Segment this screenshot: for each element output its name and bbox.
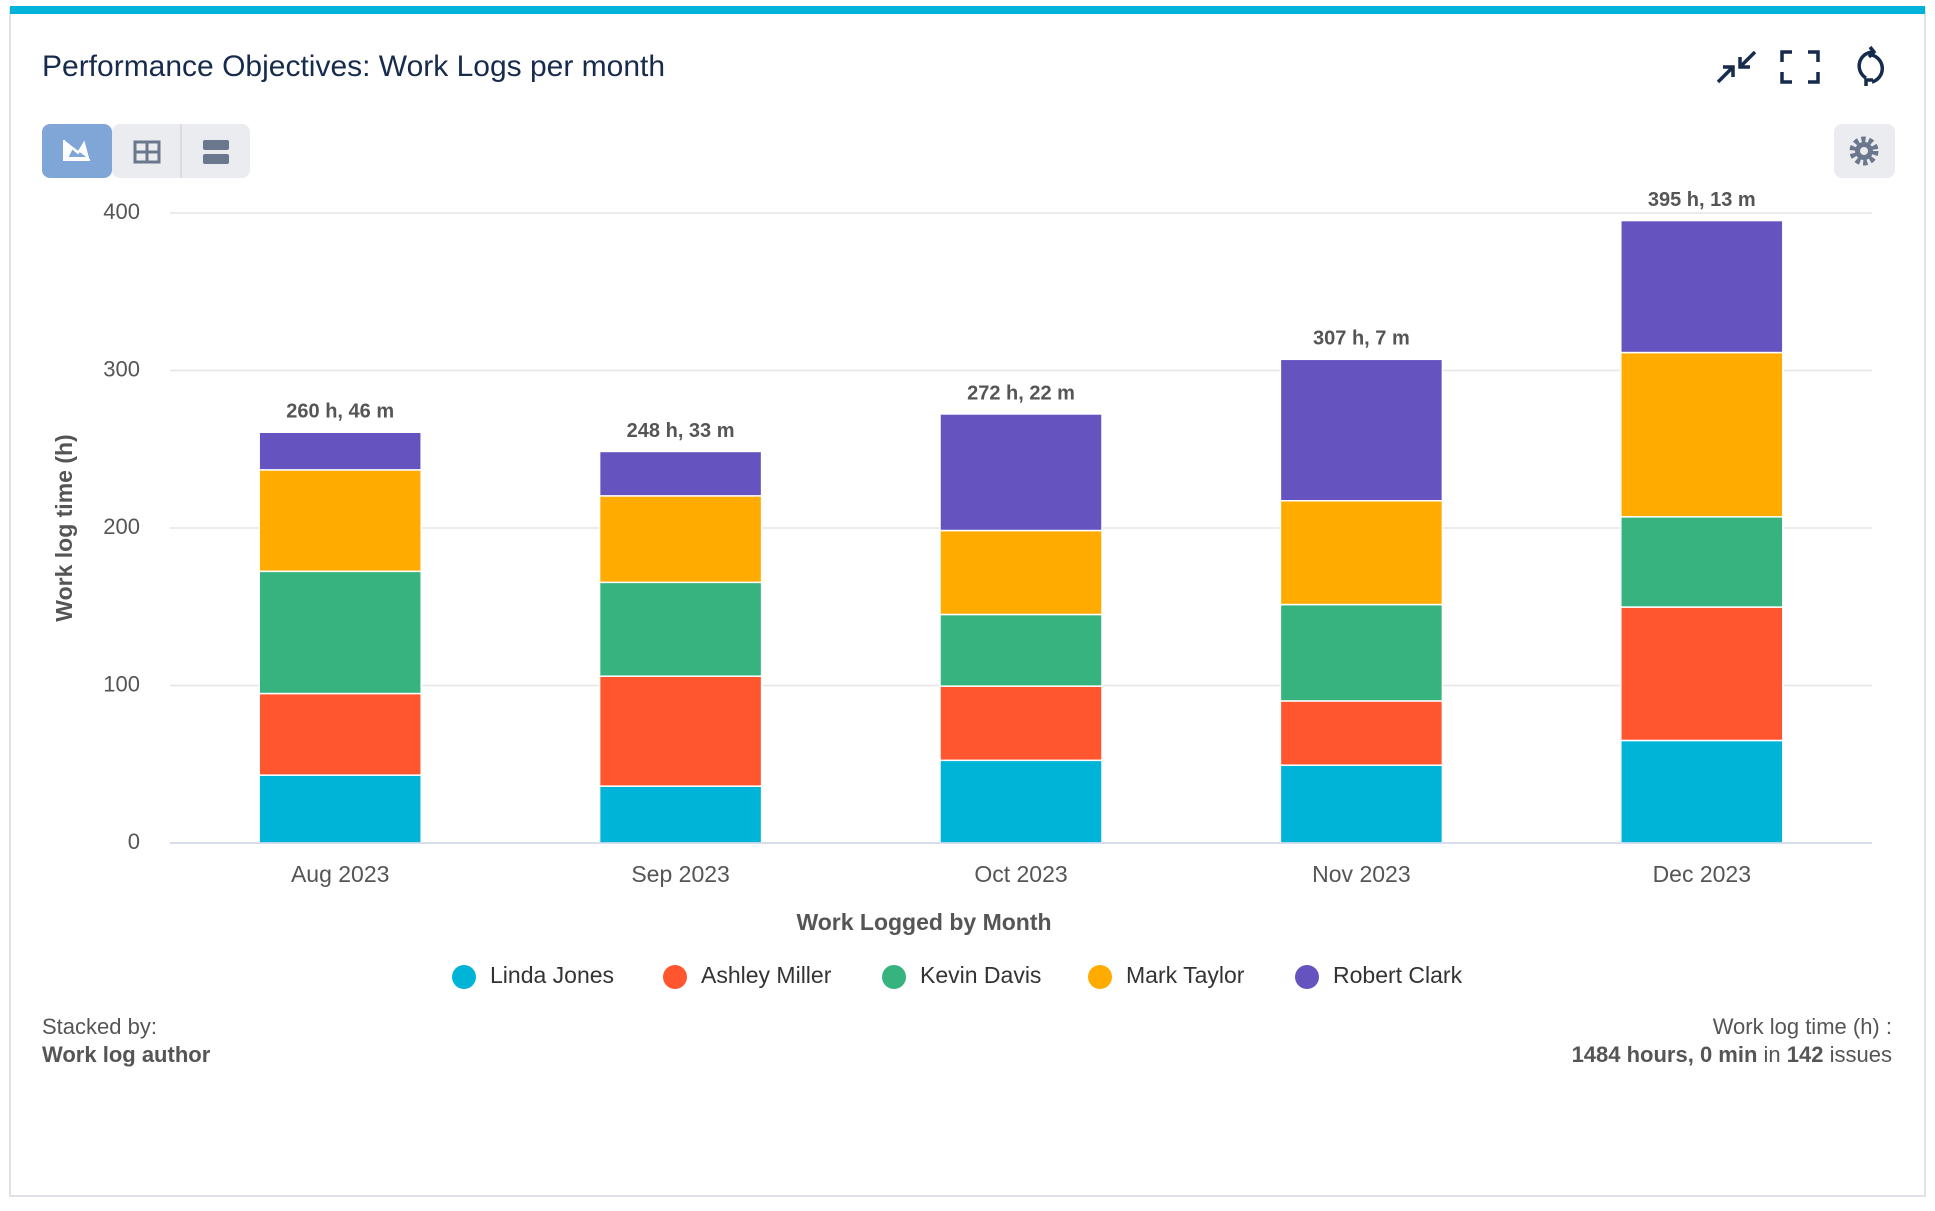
bar-segment	[939, 529, 1103, 616]
y-axis-title: Work log time (h)	[51, 434, 77, 621]
summary: 1484 hours, 0 min in 142 issues	[1572, 1042, 1892, 1067]
legend-label: Linda Jones	[490, 962, 614, 988]
bar-segment	[1620, 351, 1784, 518]
refresh-button[interactable]	[1857, 45, 1885, 86]
total-label: 248 h, 33 m	[627, 420, 735, 442]
y-tick-label: 0	[128, 829, 140, 854]
legend-marker	[1088, 965, 1112, 989]
bar-segment	[1279, 500, 1444, 606]
summary-hours: 1484 hours, 0 min	[1572, 1042, 1758, 1067]
summary-issues: issues	[1830, 1042, 1892, 1067]
bar-segment	[1279, 603, 1444, 702]
bar-segment	[258, 774, 422, 844]
bar-segment	[1620, 219, 1784, 354]
summary-in: in	[1764, 1042, 1781, 1067]
summary-count: 142	[1787, 1042, 1824, 1067]
bar-segment	[258, 431, 422, 471]
x-tick-label: Sep 2023	[631, 861, 729, 887]
legend-marker	[882, 965, 906, 989]
bar-segment	[1279, 358, 1444, 502]
total-label: 307 h, 7 m	[1313, 328, 1410, 350]
top-bar	[10, 6, 1925, 14]
x-tick-label: Dec 2023	[1653, 861, 1751, 887]
bar-segment	[1620, 739, 1784, 844]
bar-segment	[258, 469, 422, 573]
bar-segment	[1279, 764, 1444, 844]
x-tick-label: Aug 2023	[291, 861, 389, 887]
list-icon	[203, 154, 229, 164]
y-tick-label: 300	[103, 356, 140, 381]
bar-segment	[258, 692, 422, 776]
list-icon	[203, 140, 229, 150]
chart-icon	[63, 140, 90, 161]
y-tick-label: 200	[103, 514, 140, 539]
y-tick-label: 100	[103, 671, 140, 696]
x-tick-label: Nov 2023	[1312, 861, 1410, 887]
table-icon-lines	[135, 142, 159, 162]
bar-segment	[939, 685, 1103, 762]
bar-segment	[598, 785, 763, 844]
bar-segment	[939, 613, 1103, 687]
bar-segment	[1620, 606, 1784, 742]
bar-segment	[1620, 516, 1784, 608]
bar-segment	[1279, 700, 1444, 766]
bar-segment	[939, 413, 1103, 532]
total-label: 395 h, 13 m	[1648, 189, 1756, 211]
total-label: 260 h, 46 m	[286, 401, 394, 423]
stacked-by-label: Stacked by:	[42, 1014, 157, 1039]
x-axis-title: Work Logged by Month	[796, 909, 1051, 935]
bar-segment	[598, 495, 763, 584]
legend-label: Mark Taylor	[1126, 962, 1245, 988]
minimize-button[interactable]	[1716, 50, 1757, 84]
title: Performance Objectives: Work Logs per mo…	[42, 50, 665, 83]
legend-label: Ashley Miller	[701, 962, 832, 988]
legend-marker	[663, 965, 687, 989]
summary-label: Work log time (h) :	[1713, 1014, 1892, 1039]
x-tick-label: Oct 2023	[974, 861, 1067, 887]
stacked-by-value: Work log author	[42, 1042, 211, 1067]
legend-label: Kevin Davis	[920, 962, 1041, 988]
legend-marker	[1295, 965, 1319, 989]
fullscreen-button[interactable]	[1780, 50, 1820, 84]
bar-segment	[258, 570, 422, 695]
gear-icon	[1860, 147, 1868, 155]
bar-segment	[598, 450, 763, 497]
y-tick-label: 400	[103, 199, 140, 224]
total-label: 272 h, 22 m	[967, 382, 1075, 404]
bar-segment	[598, 675, 763, 787]
bar-segment	[939, 759, 1103, 844]
legend-marker	[452, 965, 476, 989]
legend-label: Robert Clark	[1333, 962, 1463, 988]
gear-icon	[1849, 136, 1879, 166]
bar-segment	[598, 581, 763, 677]
